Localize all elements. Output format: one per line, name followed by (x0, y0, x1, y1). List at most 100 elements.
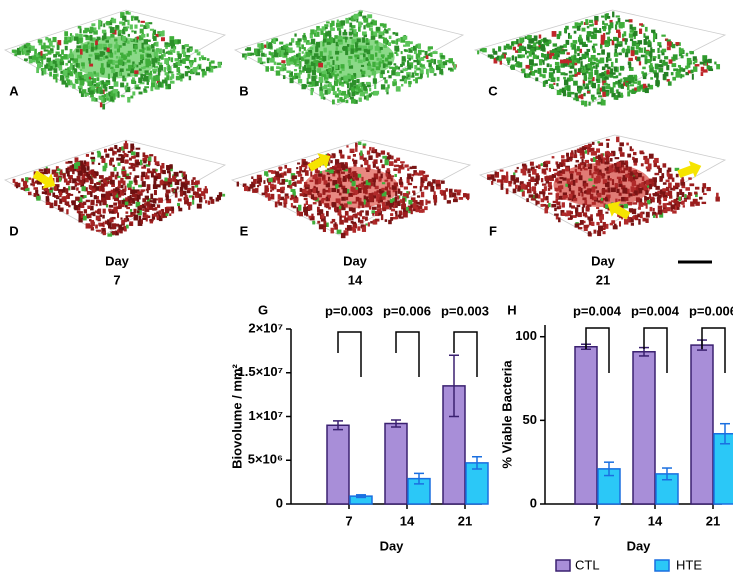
micrograph-cell (113, 206, 117, 211)
micrograph-cell (314, 29, 318, 36)
micrograph-cell (527, 35, 532, 41)
micrograph-cell (124, 19, 128, 22)
micrograph-cell (329, 169, 334, 174)
micrograph-cell (130, 151, 136, 156)
p-value: p=0.006 (383, 303, 431, 318)
micrograph-cell (556, 163, 561, 169)
micrograph-cell (572, 197, 578, 202)
micrograph-cell (321, 71, 327, 74)
micrograph-cell (702, 69, 708, 73)
micrograph-cell (90, 199, 95, 206)
micrograph-cell (374, 210, 380, 217)
micrograph-cell (573, 80, 578, 86)
micrograph-cell (157, 31, 160, 34)
micrograph-cell (299, 211, 303, 217)
micrograph-cell (651, 197, 655, 203)
micrograph-cell (133, 63, 137, 68)
micrograph-cell (197, 65, 201, 70)
micrograph-cell (514, 169, 518, 173)
micrograph-cell (77, 197, 83, 203)
micrograph-cell (654, 63, 659, 70)
micrograph-cell (302, 161, 308, 165)
micrograph-cell (542, 53, 547, 58)
micrograph-cell (666, 64, 670, 71)
micrograph-cell (611, 92, 616, 98)
micrograph-cell (189, 48, 193, 52)
micrograph-cell (128, 180, 133, 185)
micrograph-cell (689, 183, 695, 187)
micrograph-cell (172, 188, 178, 194)
micrograph-cell (549, 64, 552, 68)
micrograph-cell (571, 196, 574, 199)
micrograph-cell (561, 155, 565, 159)
micrograph-cell (124, 140, 128, 144)
micrograph-cell (633, 190, 638, 196)
micrograph-cell (162, 170, 166, 175)
micrograph-cell (676, 203, 681, 207)
micrograph-cell (510, 175, 516, 181)
micrograph-cell (591, 45, 595, 50)
micrograph-cell (285, 57, 290, 62)
micrograph-cell (615, 58, 618, 63)
micrograph-cell (167, 50, 173, 55)
micrograph-cell (312, 174, 318, 180)
micrograph-cell (108, 175, 113, 181)
micrograph-cell (611, 150, 616, 157)
micrograph-cell (614, 163, 619, 166)
micrograph-cell (114, 197, 119, 202)
micrograph-cell (358, 97, 362, 102)
micrograph-cell (601, 15, 605, 18)
micrograph-cell (363, 34, 367, 38)
micrograph-cell (159, 180, 164, 185)
micrograph-cell (612, 82, 616, 88)
micrograph-cell (363, 25, 366, 30)
micrograph-cell (335, 184, 341, 188)
micrograph-cell (567, 91, 572, 98)
micrograph-cell (317, 190, 320, 196)
micrograph-cell (627, 202, 633, 206)
micrograph-cell (69, 80, 73, 86)
micrograph-cell (323, 47, 327, 53)
micrograph-cell (90, 205, 94, 211)
micrograph-cell (541, 183, 547, 186)
micrograph-cell (311, 213, 314, 219)
micrograph-cell (571, 74, 577, 77)
micrograph-cell (143, 164, 146, 167)
micrograph-cell (667, 173, 673, 180)
micrograph-cell (281, 49, 285, 53)
micrograph-cell (616, 176, 622, 180)
micrograph-cell (395, 39, 399, 45)
micrograph-cell (666, 46, 671, 51)
micrograph-cell (93, 173, 97, 179)
micrograph-cell (191, 179, 194, 186)
micrograph-cell (328, 195, 331, 199)
micrograph-cell (84, 178, 89, 183)
micrograph-cell (604, 161, 608, 165)
micrograph-cell (133, 208, 137, 214)
micrograph-cell (117, 162, 121, 166)
micrograph-cell (628, 166, 632, 173)
micrograph-cell (593, 229, 597, 234)
micrograph-cell (676, 200, 679, 205)
micrograph-cell (399, 182, 404, 188)
micrograph-cell (153, 51, 158, 57)
micrograph-cell (135, 161, 141, 166)
micrograph-cell (580, 168, 583, 171)
micrograph-cell (377, 199, 380, 204)
micrograph-cell (507, 59, 510, 65)
micrograph-cell (157, 61, 160, 65)
micrograph-cell (375, 62, 381, 66)
micrograph-cell (639, 212, 643, 219)
micrograph-cell (405, 77, 411, 80)
micrograph-cell (65, 188, 69, 195)
micrograph-cell (91, 158, 96, 162)
micrograph-cell (565, 39, 570, 45)
micrograph-cell (338, 172, 341, 179)
micrograph-cell (322, 175, 325, 180)
micrograph-cell (350, 16, 355, 22)
micrograph-cell (151, 58, 155, 65)
micrograph-cell (402, 198, 406, 205)
micrograph-cell (407, 168, 410, 171)
micrograph-cell (351, 25, 356, 29)
micrograph-cell (143, 160, 147, 164)
